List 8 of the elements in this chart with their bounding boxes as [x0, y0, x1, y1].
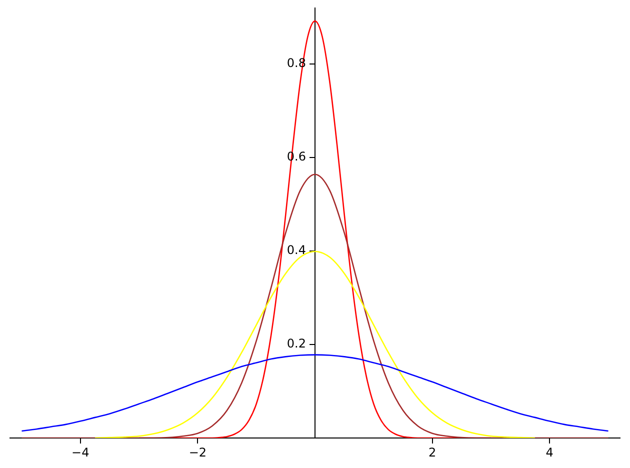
x-tick-label: −2	[188, 445, 207, 460]
line-series	[21, 354, 609, 432]
x-tick-label: −4	[72, 445, 90, 460]
y-tick-label: 0.4	[286, 243, 306, 258]
x-tick-label: 4	[546, 445, 554, 460]
line-series	[21, 174, 609, 438]
y-tick-label: 0.2	[286, 336, 306, 351]
x-tick-label: 2	[428, 445, 436, 460]
